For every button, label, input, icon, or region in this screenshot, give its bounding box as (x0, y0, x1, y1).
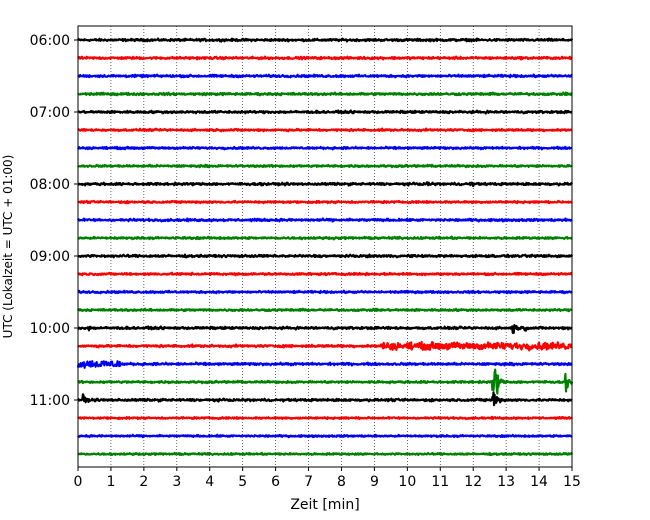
y-axis: 06:00 07:00 08:00 09:00 10:00 11:00 (30, 33, 78, 409)
trace-07:45 (77, 163, 573, 169)
trace-10:00 (77, 323, 573, 335)
x-tick-label-4: 4 (205, 474, 214, 490)
trace-08:15 (77, 199, 573, 205)
trace-08:30 (76, 217, 573, 223)
trace-11:15 (77, 415, 573, 421)
x-tick-label-8: 8 (337, 474, 346, 490)
trace-11:30 (77, 433, 573, 439)
x-tick-label-0: 0 (74, 474, 83, 490)
x-tick-label-7: 7 (304, 474, 313, 490)
x-tick-label-11: 11 (431, 474, 449, 490)
trace-07:15 (77, 127, 573, 133)
y-tick-label-10:00: 10:00 (30, 321, 70, 337)
trace-11:00 (76, 391, 573, 407)
x-tick-label-3: 3 (172, 474, 181, 490)
trace-06:15 (77, 55, 573, 61)
plot-frame (77, 25, 573, 468)
y-tick-label-06:00: 06:00 (30, 33, 70, 49)
x-tick-label-15: 15 (563, 474, 581, 490)
trace-06:30 (77, 73, 573, 79)
x-tick-label-13: 13 (497, 474, 515, 490)
trace-11:45 (77, 451, 574, 457)
trace-08:45 (77, 235, 573, 241)
trace-10:45 (77, 368, 574, 395)
x-axis-label: Zeit [min] (290, 497, 359, 513)
x-tick-label-9: 9 (370, 474, 379, 490)
y-tick-label-09:00: 09:00 (30, 249, 70, 265)
trace-06:45 (77, 91, 573, 97)
trace-07:00 (77, 109, 573, 115)
x-tick-label-1: 1 (106, 474, 115, 490)
y-tick-label-11:00: 11:00 (30, 393, 70, 409)
trace-09:15 (77, 271, 573, 277)
y-tick-label-08:00: 08:00 (30, 177, 70, 193)
trace-08:00 (77, 181, 573, 188)
trace-09:30 (77, 289, 573, 295)
trace-group (76, 37, 574, 457)
trace-06:00 (77, 37, 574, 43)
x-tick-label-10: 10 (398, 474, 416, 490)
trace-10:15 (77, 340, 573, 352)
x-tick-label-6: 6 (271, 474, 280, 490)
x-tick-label-5: 5 (238, 474, 247, 490)
y-tick-label-07:00: 07:00 (30, 105, 70, 121)
trace-09:00 (77, 253, 574, 259)
x-axis: 0 1 2 3 4 5 6 7 8 9 10 11 12 13 14 15 (74, 467, 581, 490)
x-tick-label-2: 2 (139, 474, 148, 490)
x-tick-label-12: 12 (464, 474, 482, 490)
trace-10:30 (76, 360, 573, 369)
x-tick-label-14: 14 (530, 474, 548, 490)
y-axis-label: UTC (Lokalzeit = UTC + 01:00) (1, 155, 15, 339)
trace-07:30 (77, 145, 573, 151)
trace-09:45 (76, 307, 573, 313)
